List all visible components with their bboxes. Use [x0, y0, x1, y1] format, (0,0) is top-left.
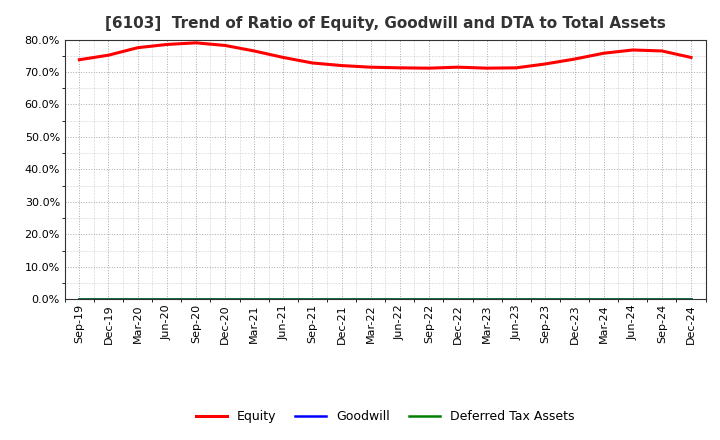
Deferred Tax Assets	[163, 297, 171, 302]
Equity	[599, 51, 608, 56]
Deferred Tax Assets	[541, 297, 550, 302]
Goodwill	[629, 297, 637, 302]
Deferred Tax Assets	[687, 297, 696, 302]
Deferred Tax Assets	[337, 297, 346, 302]
Goodwill	[454, 297, 462, 302]
Equity	[133, 45, 142, 50]
Equity	[425, 66, 433, 71]
Equity	[250, 48, 258, 54]
Equity	[541, 61, 550, 66]
Deferred Tax Assets	[104, 297, 113, 302]
Equity	[366, 65, 375, 70]
Equity	[75, 57, 84, 62]
Deferred Tax Assets	[250, 297, 258, 302]
Equity	[192, 40, 200, 45]
Equity	[657, 48, 666, 54]
Goodwill	[133, 297, 142, 302]
Deferred Tax Assets	[570, 297, 579, 302]
Deferred Tax Assets	[133, 297, 142, 302]
Goodwill	[337, 297, 346, 302]
Deferred Tax Assets	[483, 297, 492, 302]
Equity	[512, 65, 521, 70]
Goodwill	[220, 297, 229, 302]
Goodwill	[512, 297, 521, 302]
Equity	[279, 55, 287, 60]
Legend: Equity, Goodwill, Deferred Tax Assets: Equity, Goodwill, Deferred Tax Assets	[191, 405, 580, 428]
Equity	[687, 55, 696, 60]
Goodwill	[366, 297, 375, 302]
Goodwill	[657, 297, 666, 302]
Goodwill	[308, 297, 317, 302]
Equity	[337, 63, 346, 68]
Deferred Tax Assets	[366, 297, 375, 302]
Goodwill	[104, 297, 113, 302]
Goodwill	[570, 297, 579, 302]
Deferred Tax Assets	[279, 297, 287, 302]
Deferred Tax Assets	[192, 297, 200, 302]
Deferred Tax Assets	[629, 297, 637, 302]
Deferred Tax Assets	[425, 297, 433, 302]
Goodwill	[541, 297, 550, 302]
Deferred Tax Assets	[220, 297, 229, 302]
Goodwill	[279, 297, 287, 302]
Deferred Tax Assets	[599, 297, 608, 302]
Equity	[104, 52, 113, 58]
Goodwill	[163, 297, 171, 302]
Title: [6103]  Trend of Ratio of Equity, Goodwill and DTA to Total Assets: [6103] Trend of Ratio of Equity, Goodwil…	[105, 16, 665, 32]
Equity	[483, 66, 492, 71]
Goodwill	[599, 297, 608, 302]
Goodwill	[250, 297, 258, 302]
Goodwill	[75, 297, 84, 302]
Equity	[629, 48, 637, 53]
Goodwill	[192, 297, 200, 302]
Goodwill	[483, 297, 492, 302]
Equity	[395, 65, 404, 70]
Equity	[454, 65, 462, 70]
Goodwill	[395, 297, 404, 302]
Deferred Tax Assets	[512, 297, 521, 302]
Deferred Tax Assets	[395, 297, 404, 302]
Deferred Tax Assets	[454, 297, 462, 302]
Deferred Tax Assets	[657, 297, 666, 302]
Equity	[220, 43, 229, 48]
Equity	[308, 60, 317, 66]
Goodwill	[425, 297, 433, 302]
Line: Equity: Equity	[79, 43, 691, 68]
Deferred Tax Assets	[75, 297, 84, 302]
Goodwill	[687, 297, 696, 302]
Equity	[163, 42, 171, 47]
Deferred Tax Assets	[308, 297, 317, 302]
Equity	[570, 56, 579, 62]
